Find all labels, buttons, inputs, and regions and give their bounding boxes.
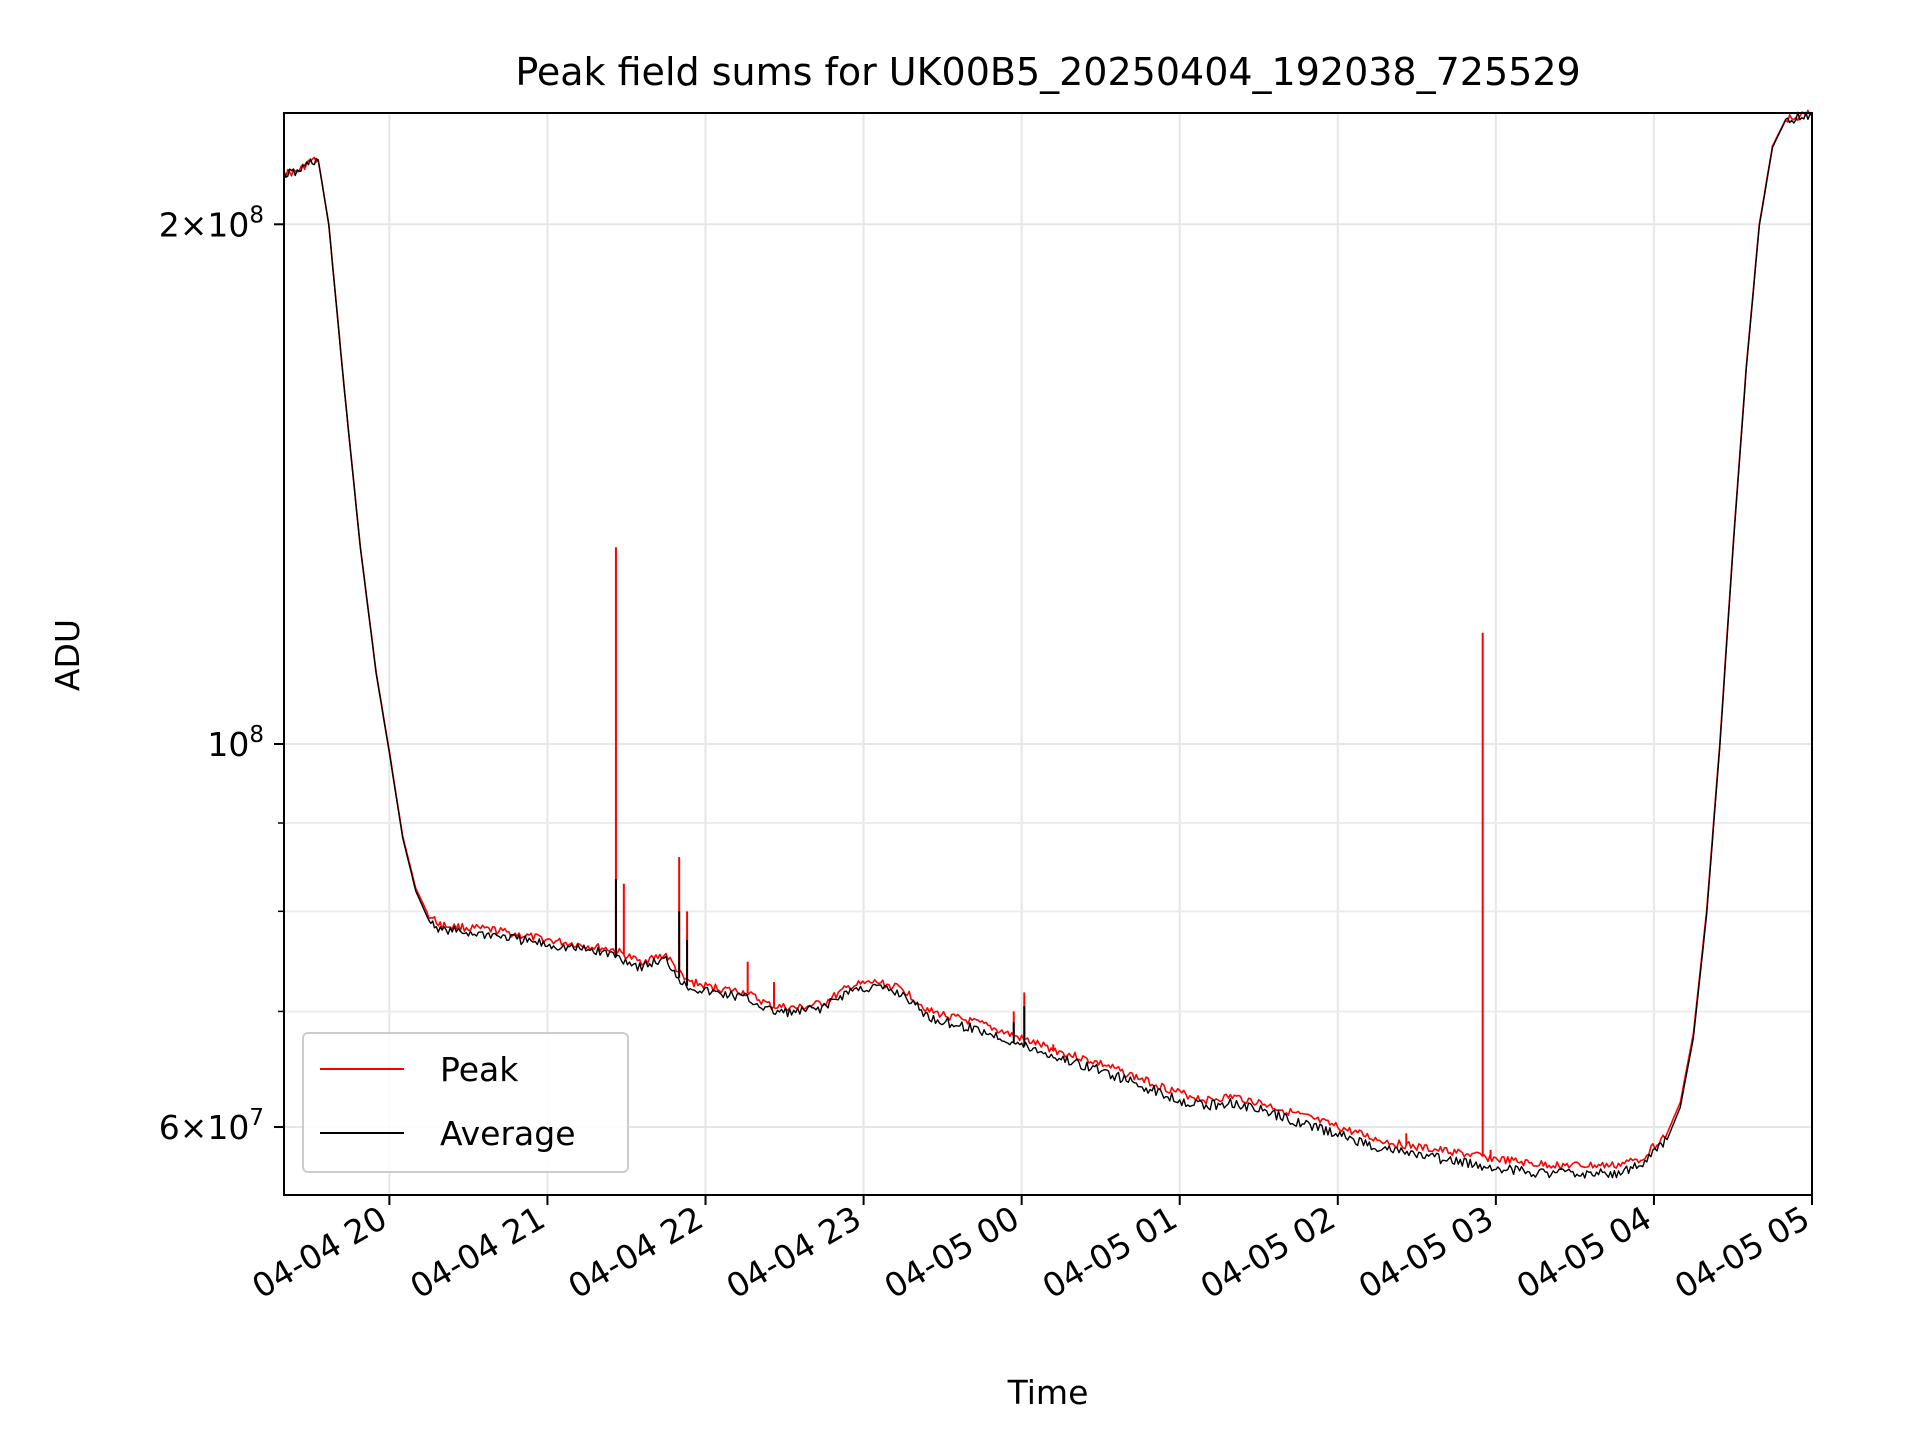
y-tick-label: 108	[207, 722, 264, 764]
y-axis: 6×107 108 2×108	[159, 202, 284, 1147]
legend-label-average: Average	[440, 1114, 576, 1153]
series-layer	[283, 109, 1813, 1179]
y-tick-label: 6×107	[159, 1105, 264, 1147]
chart-title: Peak field sums for UK00B5_20250404_1920…	[515, 50, 1580, 94]
x-axis-label: Time	[1007, 1373, 1089, 1412]
legend-box	[302, 1032, 629, 1173]
plot-frame	[283, 112, 1813, 1196]
grid-layer	[284, 113, 1812, 1195]
legend-label-peak: Peak	[440, 1050, 519, 1089]
y-tick-label: 2×108	[159, 202, 264, 244]
series-line-average	[283, 111, 1813, 1179]
y-axis-label: ADU	[48, 619, 87, 691]
series-average	[283, 111, 1813, 1179]
legend: Peak Average	[302, 1032, 629, 1173]
